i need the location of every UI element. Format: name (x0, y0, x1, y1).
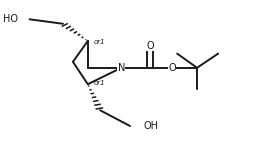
Text: HO: HO (3, 14, 18, 24)
Text: N: N (118, 63, 125, 73)
Text: O: O (168, 63, 176, 73)
Text: or1: or1 (94, 39, 106, 45)
Text: O: O (146, 41, 154, 51)
Text: or1: or1 (94, 80, 106, 86)
Text: OH: OH (144, 121, 159, 131)
